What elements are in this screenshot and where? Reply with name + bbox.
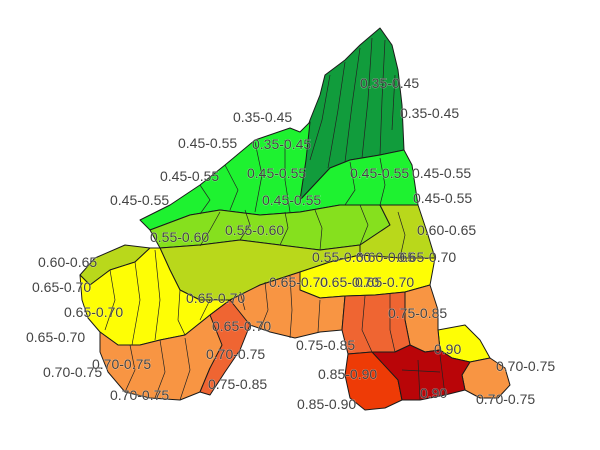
region-label: 0.70-0.75 (496, 358, 555, 374)
region-label: 0.75-0.85 (388, 305, 447, 321)
region-label: 0.45-0.55 (350, 165, 409, 181)
region-label: 0.65-0.70 (397, 249, 456, 265)
region-label: 0.85-0.90 (318, 366, 377, 382)
region-label: 0.70-0.75 (206, 346, 265, 362)
region-label: 0.45-0.55 (413, 190, 472, 206)
region-label: 0.65-0.70 (269, 274, 328, 290)
region-label: 0.45-0.55 (412, 165, 471, 181)
region-label: 0.45-0.55 (160, 168, 219, 184)
region-label: 0.65-0.70 (64, 304, 123, 320)
region-label: 0.75-0.85 (208, 376, 267, 392)
region-label: 0.55-0.60 (312, 249, 371, 265)
region-label: 0.65-0.70 (26, 329, 85, 345)
region-label: 0.45-0.55 (110, 192, 169, 208)
region-label: 0.70-0.75 (43, 364, 102, 380)
region-redorange-southwest (199, 299, 251, 396)
region-label: 0.35-0.45 (360, 75, 419, 91)
region-label: 0.65-0.70 (320, 274, 379, 290)
region-label: 0.35-0.45 (233, 109, 292, 125)
region-label: 0.35-0.45 (252, 136, 311, 152)
region-label: 0.65-0.70 (32, 279, 91, 295)
region-label: 0.55-0.60 (225, 222, 284, 238)
region-label: 0.60-0.65 (417, 222, 476, 238)
region-label: 0.70-0.75 (476, 391, 535, 407)
region-label: 0.65-0.70 (212, 318, 271, 334)
subdivision-lines (104, 37, 446, 401)
region-label: 0.70-0.75 (110, 387, 169, 403)
region-label: 0.70-0.75 (92, 356, 151, 372)
region-label: 0.45-0.55 (262, 192, 321, 208)
region-label: 0.75-0.85 (296, 337, 355, 353)
region-label: 0.60-0.65 (38, 254, 97, 270)
region-label: 0.65-0.70 (186, 290, 245, 306)
region-label: 0.55-0.60 (150, 229, 209, 245)
region-label: 0.35-0.45 (400, 105, 459, 121)
region-label: 0.45-0.55 (247, 165, 306, 181)
region-label: 0.45-0.55 (178, 135, 237, 151)
region-label: 0.90 (434, 341, 461, 357)
region-label: 0.60-0.65 (356, 249, 415, 265)
region-dark-red (371, 344, 471, 401)
region-label: 0.90 (420, 385, 447, 401)
region-label: 0.85-0.90 (297, 396, 356, 412)
region-label: 0.65-0.70 (355, 274, 414, 290)
